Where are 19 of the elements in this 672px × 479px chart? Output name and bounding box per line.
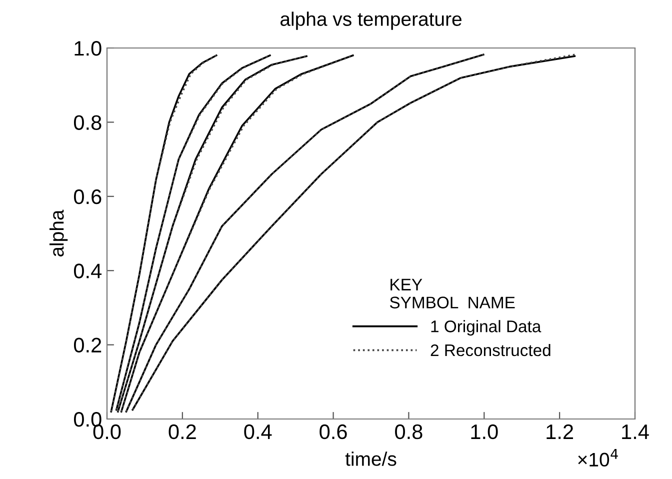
y-tick-label: 0.4 bbox=[74, 264, 102, 278]
x-tick-label: 0.6 bbox=[320, 424, 347, 440]
legend-label: 2 Reconstructed bbox=[430, 344, 550, 356]
text: ×10$^{4}$ bbox=[578, 448, 618, 467]
x-tick-label: 0.2 bbox=[168, 424, 196, 440]
y-tick-label: 0.8 bbox=[74, 115, 102, 130]
x-tick-label: 1.4 bbox=[622, 424, 649, 439]
x-tick-label: 0.4 bbox=[244, 424, 272, 440]
y-tick-label: 0.6 bbox=[74, 189, 102, 204]
x-tick-label: 0.8 bbox=[395, 424, 422, 440]
chart-title: alpha vs temperature bbox=[280, 12, 462, 30]
x-tick-label: 1.0 bbox=[471, 424, 498, 440]
x-axis-title: time/s bbox=[345, 452, 396, 466]
legend-title: KEY SYMBOL NAME bbox=[390, 278, 515, 308]
y-tick-label: 0.2 bbox=[74, 338, 102, 353]
y-axis-title: alpha bbox=[50, 210, 68, 256]
y-tick-label: 1.0 bbox=[74, 41, 102, 56]
legend-label: 1 Original Data bbox=[431, 320, 542, 336]
x-tick-label: 1.2 bbox=[546, 424, 574, 439]
